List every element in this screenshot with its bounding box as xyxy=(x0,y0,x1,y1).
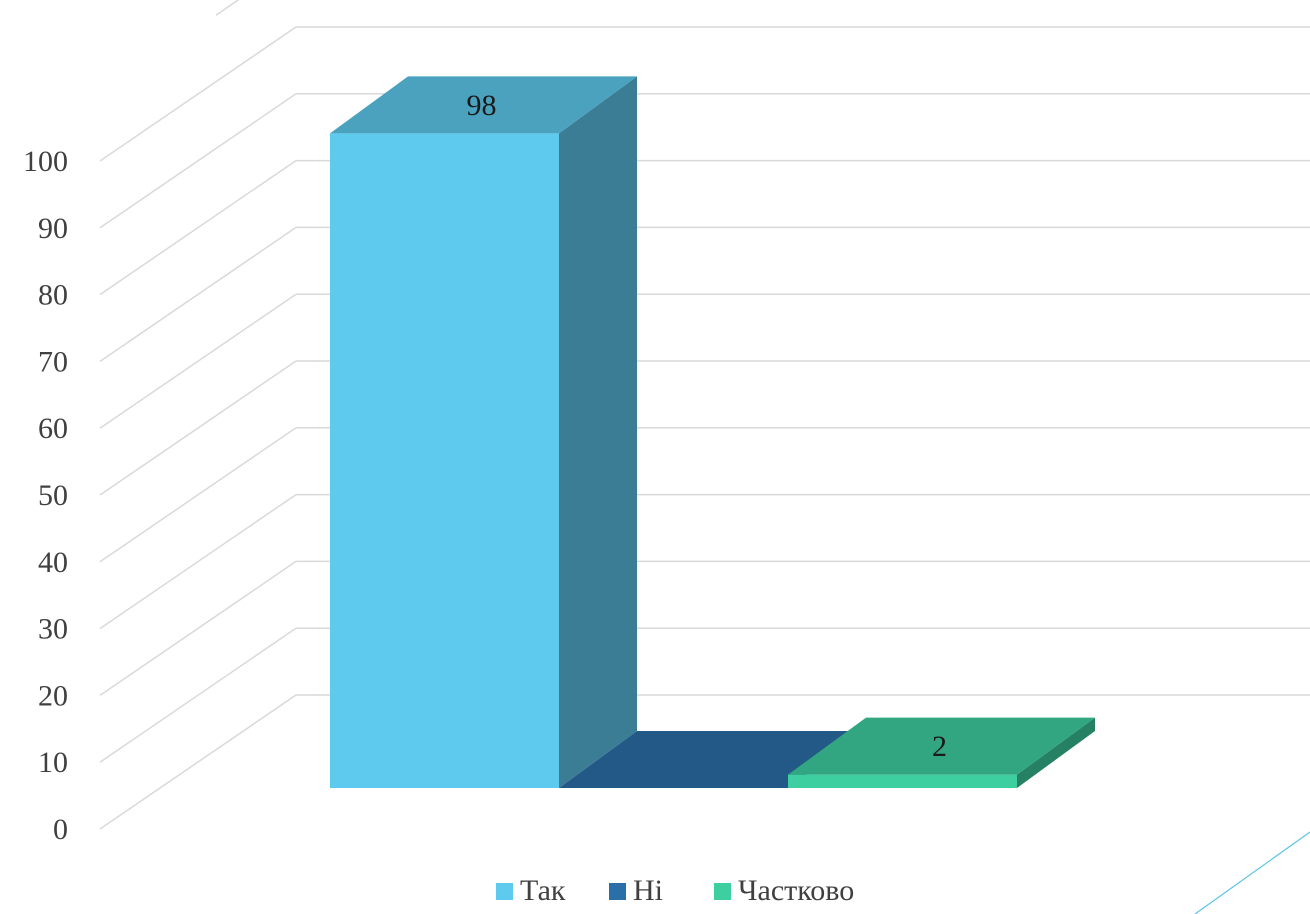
y-tick-label: 10 xyxy=(38,746,68,779)
bar-chastkovo xyxy=(788,717,1095,788)
bar-tak-front xyxy=(330,133,559,789)
y-tick-label: 20 xyxy=(38,679,68,712)
gridline-diagonal xyxy=(99,560,297,697)
data-label: 2 xyxy=(932,730,947,763)
legend-swatch xyxy=(496,883,513,900)
gridline-diagonal xyxy=(99,93,297,229)
bar-chastkovo-side xyxy=(1017,717,1095,788)
gridline-diagonal xyxy=(99,627,297,763)
y-tick-label: 90 xyxy=(38,212,68,245)
gridline-diagonal xyxy=(99,694,297,830)
y-tick-label: 30 xyxy=(38,613,68,646)
gridline-diagonal xyxy=(99,493,297,630)
bars xyxy=(330,76,1095,789)
y-tick-label: 100 xyxy=(23,145,68,178)
slide-decoration-line xyxy=(1194,831,1310,914)
bar-tak xyxy=(330,76,637,789)
data-labels: 98 2 xyxy=(467,89,948,763)
y-tick-label: 0 xyxy=(53,813,68,846)
gridline-diagonal xyxy=(99,427,297,563)
y-tick-label: 60 xyxy=(38,412,68,445)
legend-label: Частково xyxy=(738,874,854,907)
bar-chastkovo-top xyxy=(788,717,1095,775)
gridline-diagonal xyxy=(99,226,297,363)
y-tick-label: 80 xyxy=(38,279,68,312)
gridline-diagonal xyxy=(99,159,297,296)
bar-tak-top xyxy=(330,76,637,134)
legend-swatch xyxy=(714,883,731,900)
bar-tak-side xyxy=(559,76,637,789)
gridlines xyxy=(99,0,1310,830)
data-label: 98 xyxy=(467,89,497,122)
y-tick-label: 70 xyxy=(38,345,68,378)
legend-label: Ні xyxy=(633,874,663,907)
gridline-diagonal xyxy=(99,360,297,496)
y-tick-label: 50 xyxy=(38,479,68,512)
gridline-diagonal xyxy=(99,26,297,162)
legend-swatch xyxy=(609,883,626,900)
gridline-diagonal xyxy=(99,293,297,429)
gridline-diagonal xyxy=(215,0,240,16)
y-axis-ticks: 0 10 20 30 40 50 60 70 80 90 100 xyxy=(23,145,68,846)
legend-label: Так xyxy=(520,874,566,907)
legend: Так Ні Частково xyxy=(496,874,854,907)
bar-chastkovo-front xyxy=(788,774,1017,788)
y-tick-label: 40 xyxy=(38,546,68,579)
